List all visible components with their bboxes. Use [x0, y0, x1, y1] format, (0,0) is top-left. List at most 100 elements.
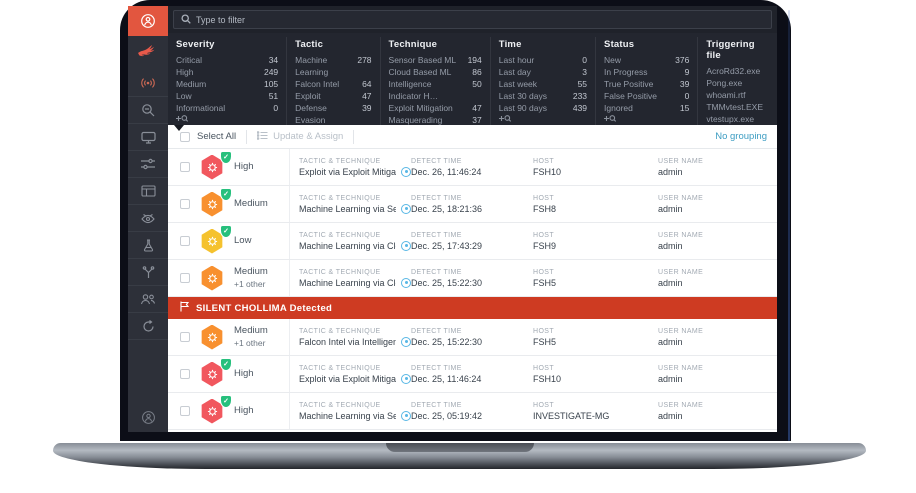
filter-item[interactable]: Last 30 days 233 [498, 91, 588, 101]
filter-item[interactable]: Exploit Mitigation 47 [388, 103, 482, 113]
row-checkbox[interactable] [180, 332, 190, 342]
adversary-banner[interactable]: SILENT CHOLLIMA Detected [168, 297, 777, 319]
sidebar-item-investigate[interactable] [128, 97, 168, 124]
info-icon[interactable] [401, 277, 411, 288]
filter-item[interactable]: Ignored 15 [604, 103, 690, 113]
search-input[interactable]: Type to filter [173, 10, 772, 29]
sidebar-item-lab[interactable] [128, 232, 168, 259]
info-icon[interactable] [401, 410, 411, 421]
main-panel: Type to filter Severity Critical 34 High 2… [168, 6, 777, 432]
detection-row[interactable]: ✓ High TACTIC & TECHNIQUE Exploit via Exp… [168, 356, 777, 393]
host-cell: HOST FSH5 [533, 327, 557, 347]
detection-row[interactable]: ✓ Low TACTIC & TECHNIQUE Machine Learning… [168, 223, 777, 260]
sidebar-nav [128, 6, 168, 432]
filter-item[interactable]: False Positive 0 [604, 91, 690, 101]
filter-item[interactable]: AcroRd32.exe [706, 66, 761, 76]
add-filter-icon[interactable] [604, 114, 617, 125]
select-all-label[interactable]: Select All [197, 131, 237, 142]
filter-item[interactable]: Informational 0 [176, 103, 279, 113]
info-icon[interactable] [401, 166, 411, 177]
user-cell: USER NAME admin [658, 231, 704, 251]
filter-item[interactable]: New 376 [604, 55, 690, 65]
sidebar-item-hosts[interactable] [128, 124, 168, 151]
severity-badge-medium [201, 265, 223, 291]
user-cell: USER NAME admin [658, 268, 704, 288]
filter-item[interactable]: TMMvtest.EXE [706, 102, 764, 112]
sidebar-item-overwatch[interactable] [128, 205, 168, 232]
filter-item[interactable]: Intelligence Indicator H… 50 [388, 79, 482, 101]
filter-item[interactable]: Last week 55 [498, 79, 588, 89]
sidebar-item-configuration[interactable] [128, 151, 168, 178]
resolved-check-icon: ✓ [220, 224, 232, 238]
filter-item[interactable]: Defense Evasion 39 [295, 103, 372, 125]
filter-item[interactable]: Cloud Based ML 86 [388, 67, 482, 77]
update-assign-button[interactable]: Update & Assign [256, 130, 343, 143]
technique-value: Machine Learning via Cloud-bas… [299, 240, 396, 251]
add-filter-icon[interactable] [176, 114, 189, 125]
host-cell: HOST FSH8 [533, 194, 557, 214]
filter-column-tactic: Tactic Machine Learning 278 Falcon Intel 6… [295, 37, 381, 149]
sidebar-item-workflow[interactable] [128, 259, 168, 286]
filter-item[interactable]: Exploit 47 [295, 91, 372, 101]
row-checkbox[interactable] [180, 273, 190, 283]
host-cell: HOST INVESTIGATE-MG [533, 401, 610, 421]
filter-item[interactable]: Falcon Intel 64 [295, 79, 372, 89]
host-cell: HOST FSH9 [533, 231, 557, 251]
sidebar-item-support[interactable] [128, 313, 168, 340]
filter-item[interactable]: Sensor Based ML 194 [388, 55, 482, 65]
row-checkbox[interactable] [180, 406, 190, 416]
sidebar-item-activity[interactable] [128, 6, 168, 36]
filter-item[interactable]: Low 51 [176, 91, 279, 101]
filter-item[interactable]: Last day 3 [498, 67, 588, 77]
detection-row[interactable]: Medium +1 other TACTIC & TECHNIQUE Falcon … [168, 319, 777, 356]
search-minus-icon [141, 103, 155, 117]
host-cell: HOST FSH5 [533, 268, 557, 288]
filter-item[interactable]: vtestupx.exe [706, 114, 755, 124]
row-checkbox[interactable] [180, 236, 190, 246]
filter-item[interactable]: Last 90 days 439 [498, 103, 588, 113]
filter-item[interactable]: whoami.rtf [706, 90, 746, 100]
filter-item[interactable]: Medium 105 [176, 79, 279, 89]
grouping-selector[interactable]: No grouping [715, 131, 767, 142]
row-checkbox[interactable] [180, 162, 190, 172]
filter-item[interactable]: True Positive 39 [604, 79, 690, 89]
filter-item[interactable]: Masquerading 37 [388, 115, 482, 125]
select-all-checkbox[interactable] [180, 131, 190, 142]
branch-icon [142, 265, 155, 279]
detection-row[interactable]: ✓ Medium TACTIC & TECHNIQUE Machine Learn… [168, 186, 777, 223]
add-filter-icon[interactable] [498, 114, 511, 125]
info-icon[interactable] [401, 203, 411, 214]
filter-item[interactable]: High 249 [176, 67, 279, 77]
detection-row[interactable]: ✓ High TACTIC & TECHNIQUE Exploit via Exp… [168, 149, 777, 186]
filter-column-time: Time Last hour 0 Last day 3 Last week 55 La… [498, 37, 597, 125]
technique-value: Exploit via Exploit Mitigation [299, 166, 396, 177]
filter-item[interactable]: Pong.exe [706, 78, 743, 88]
detections-table: Select All Update & Assign No grouping [168, 125, 777, 432]
account-icon [141, 410, 156, 425]
list-icon [256, 130, 268, 143]
sidebar-item-users[interactable] [128, 286, 168, 313]
user-cell: USER NAME admin [658, 327, 704, 347]
sidebar-item-detections[interactable] [128, 70, 168, 97]
info-icon[interactable] [401, 336, 411, 347]
filter-item[interactable]: Critical 34 [176, 55, 279, 65]
sliders-icon [141, 158, 155, 170]
sidebar-item-account[interactable] [128, 402, 168, 432]
severity-badge-high [201, 154, 223, 180]
sidebar-item-home[interactable] [128, 36, 168, 70]
filter-item[interactable]: In Progress 9 [604, 67, 690, 77]
filter-item[interactable]: Machine Learning 278 [295, 55, 372, 77]
info-icon[interactable] [401, 240, 411, 251]
severity-badge-low [201, 228, 223, 254]
sidebar-item-dashboards[interactable] [128, 178, 168, 205]
filter-column-status: Status New 376 In Progress 9 True Positive… [604, 37, 699, 125]
resolved-check-icon: ✓ [220, 394, 232, 408]
detection-row[interactable]: Medium +1 other TACTIC & TECHNIQUE Machine… [168, 260, 777, 297]
row-checkbox[interactable] [180, 199, 190, 209]
info-icon[interactable] [401, 373, 411, 384]
detection-row[interactable]: ✓ High TACTIC & TECHNIQUE Machine Learnin… [168, 393, 777, 430]
filter-item[interactable]: Last hour 0 [498, 55, 588, 65]
row-checkbox[interactable] [180, 369, 190, 379]
user-cell: USER NAME admin [658, 194, 704, 214]
